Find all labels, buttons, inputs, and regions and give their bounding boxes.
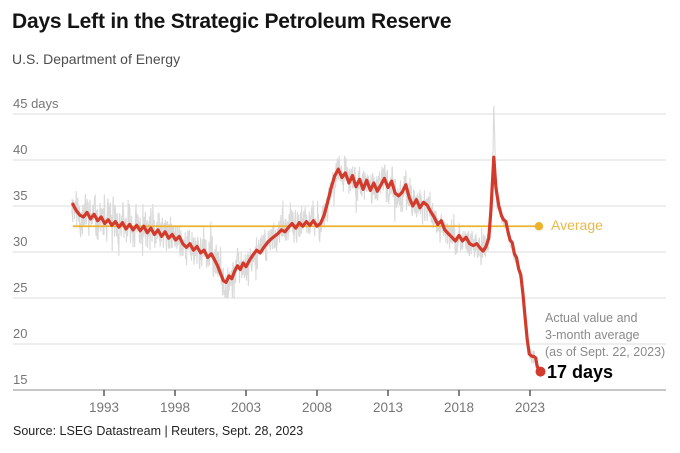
latest-value-label: 17 days bbox=[547, 362, 614, 382]
y-tick-label: 15 bbox=[13, 372, 27, 387]
x-tick-label: 2023 bbox=[515, 400, 545, 415]
x-tick-label: 2018 bbox=[444, 400, 474, 415]
average-line-label: Average bbox=[551, 217, 603, 233]
annotation-line-1: Actual value and bbox=[545, 311, 638, 325]
y-tick-label: 20 bbox=[13, 326, 27, 341]
x-tick-label: 1998 bbox=[160, 400, 190, 415]
mean-endpoint-dot bbox=[534, 222, 544, 231]
x-tick-label: 1993 bbox=[89, 400, 119, 415]
chart-title: Days Left in the Strategic Petroleum Res… bbox=[12, 10, 452, 33]
annotation-block: Actual value and 3-month average (as of … bbox=[545, 310, 680, 361]
annotation-line-3: (as of Sept. 22, 2023) bbox=[545, 345, 666, 359]
y-tick-label: 40 bbox=[13, 142, 27, 157]
latest-value-dot bbox=[535, 366, 546, 377]
x-tick-label: 2003 bbox=[231, 400, 261, 415]
x-tick-label: 2008 bbox=[302, 400, 332, 415]
chart-subtitle: U.S. Department of Energy bbox=[12, 51, 181, 67]
source-note: Source: LSEG Datastream | Reuters, Sept.… bbox=[13, 424, 304, 438]
line-chart: 15 20 25 30 35 40 45 days 1993 1998 2003 2008 2013 2… bbox=[13, 96, 666, 415]
annotation-line-2: 3-month average bbox=[545, 328, 640, 342]
y-tick-label: 30 bbox=[13, 234, 27, 249]
average-3mo-series-line bbox=[71, 155, 543, 374]
x-tick-label: 2013 bbox=[373, 400, 403, 415]
y-tick-label: 25 bbox=[13, 280, 27, 295]
y-tick-label: 45 days bbox=[13, 96, 59, 111]
y-tick-label: 35 bbox=[13, 188, 27, 203]
